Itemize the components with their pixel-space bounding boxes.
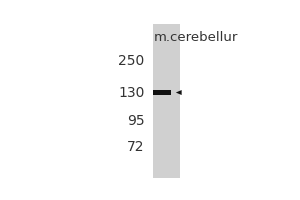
Text: 72: 72 [127,140,145,154]
Polygon shape [176,90,182,95]
Text: 95: 95 [127,114,145,128]
Text: 250: 250 [118,54,145,68]
Bar [153,90,171,95]
Bar [153,24,180,178]
Text: m.cerebellur: m.cerebellur [153,31,238,44]
Text: 130: 130 [118,86,145,100]
